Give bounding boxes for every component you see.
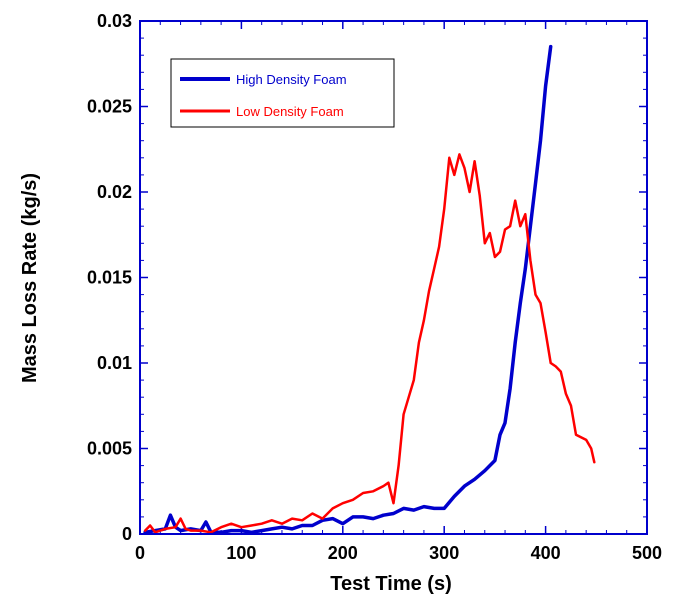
y-tick-label: 0.02: [97, 182, 132, 202]
x-tick-label: 100: [226, 543, 256, 563]
series-line-low-density: [143, 153, 596, 534]
x-tick-labels: 0 100 200 300 400 500: [135, 543, 662, 563]
y-tick-label: 0.005: [87, 439, 132, 459]
x-axis-title: Test Time (s): [330, 573, 452, 595]
y-tick-label: 0.03: [97, 11, 132, 31]
legend-label-low-density: Low Density Foam: [236, 104, 344, 119]
x-tick-label: 300: [429, 543, 459, 563]
x-tick-label: 400: [531, 543, 561, 563]
y-tick-label: 0.01: [97, 353, 132, 373]
plot-frame: [139, 20, 648, 535]
legend-box: [170, 58, 395, 128]
series-lines: [143, 44, 596, 535]
series-line-high-density: [143, 44, 553, 535]
legend: High Density Foam Low Density Foam: [170, 58, 395, 128]
y-tick-label: 0.025: [87, 97, 132, 117]
x-tick-label: 200: [328, 543, 358, 563]
y-tick-label: 0.015: [87, 268, 132, 288]
y-tick-labels: 0 0.005 0.01 0.015 0.02 0.025 0.03: [87, 11, 132, 544]
y-axis-title: Mass Loss Rate (kg/s): [19, 173, 41, 383]
x-tick-label: 0: [135, 543, 145, 563]
x-tick-label: 500: [632, 543, 662, 563]
legend-label-high-density: High Density Foam: [236, 72, 347, 87]
y-tick-label: 0: [122, 524, 132, 544]
